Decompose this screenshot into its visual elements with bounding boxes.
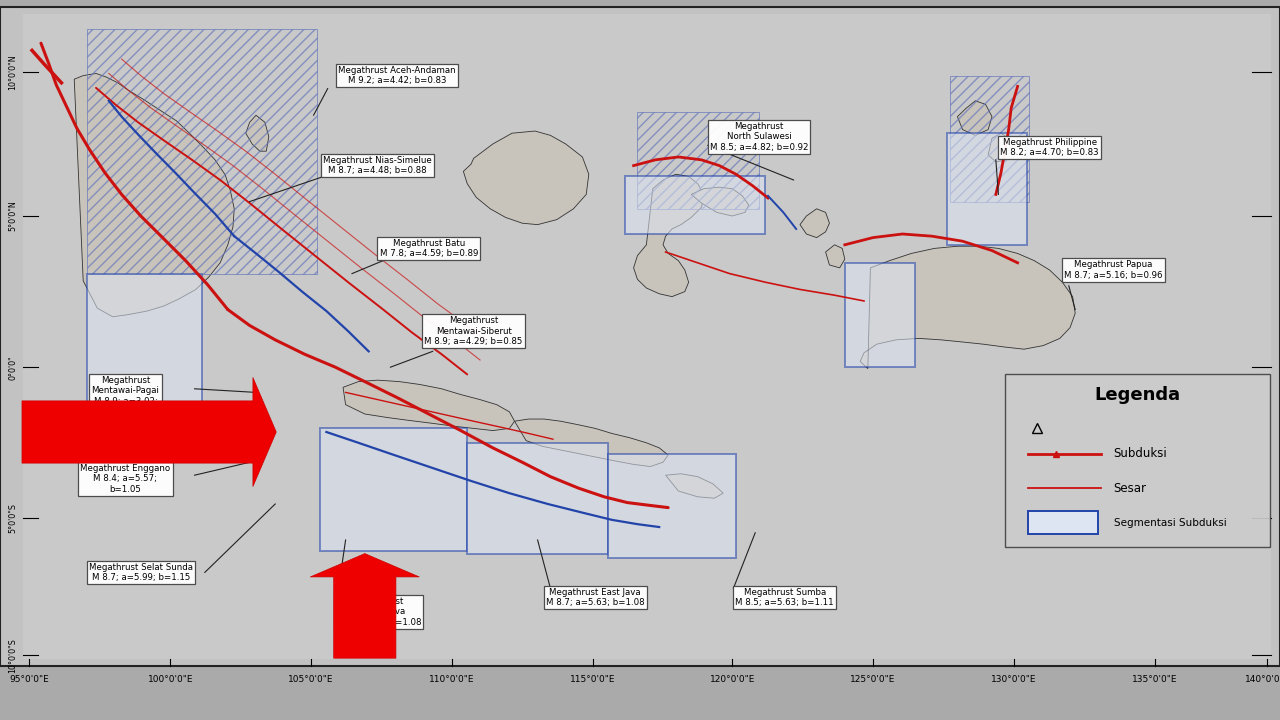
Text: 120°0'0"E: 120°0'0"E <box>709 675 755 684</box>
Text: 110°0'0"E: 110°0'0"E <box>429 675 475 684</box>
Polygon shape <box>666 474 723 498</box>
Text: Megathrust Batu
M 7.8; a=4.59; b=0.89: Megathrust Batu M 7.8; a=4.59; b=0.89 <box>380 239 477 258</box>
Text: 5°0'0"S: 5°0'0"S <box>8 503 18 534</box>
Text: Sesar: Sesar <box>1114 482 1147 495</box>
Bar <box>608 454 736 558</box>
Bar <box>23 14 1271 659</box>
Text: Megathrust
North Sulawesi
M 8.5; a=4.82; b=0.92: Megathrust North Sulawesi M 8.5; a=4.82;… <box>710 122 808 152</box>
Polygon shape <box>634 174 704 297</box>
Text: Megathrust Sumba
M 8.5; a=5.63; b=1.11: Megathrust Sumba M 8.5; a=5.63; b=1.11 <box>735 588 835 607</box>
Polygon shape <box>826 245 845 268</box>
Text: Megathrust Aceh-Andaman
M 9.2; a=4.42; b=0.83: Megathrust Aceh-Andaman M 9.2; a=4.42; b… <box>338 66 456 85</box>
Polygon shape <box>515 419 668 467</box>
Text: Megathrust
Central Java
M...a=5.55; b=1.08: Megathrust Central Java M...a=5.55; b=1.… <box>337 597 421 627</box>
Text: Megathrust
Mentawai-Siberut
M 8.9; a=4.29; b=0.85: Megathrust Mentawai-Siberut M 8.9; a=4.2… <box>425 316 522 346</box>
Text: 115°0'0"E: 115°0'0"E <box>570 675 616 684</box>
Text: Megathrust Philippine
M 8.2; a=4.70; b=0.83: Megathrust Philippine M 8.2; a=4.70; b=0… <box>1000 138 1100 157</box>
Text: Megathrust Papua
M 8.7; a=5.16; b=0.96: Megathrust Papua M 8.7; a=5.16; b=0.96 <box>1065 261 1162 279</box>
Text: Megathrust
Mentawai-Pagai
M 8.9; a=3.02;
b=0.63: Megathrust Mentawai-Pagai M 8.9; a=3.02;… <box>91 376 160 416</box>
Text: Segmentasi Subduksi: Segmentasi Subduksi <box>1114 518 1226 528</box>
Text: Megathrust Selat Sunda
M 8.7; a=5.99; b=1.15: Megathrust Selat Sunda M 8.7; a=5.99; b=… <box>88 563 193 582</box>
Text: 10°0'0"N: 10°0'0"N <box>8 54 18 90</box>
Text: 125°0'0"E: 125°0'0"E <box>850 675 896 684</box>
Text: 0°0'0": 0°0'0" <box>8 355 18 379</box>
Text: 105°0'0"E: 105°0'0"E <box>288 675 334 684</box>
Text: Megathrust Enggano
M 8.4; a=5.57;
b=1.05: Megathrust Enggano M 8.4; a=5.57; b=1.05 <box>81 464 170 494</box>
Bar <box>320 428 467 551</box>
Text: 10°0'0"S: 10°0'0"S <box>8 638 18 672</box>
Bar <box>1028 511 1098 534</box>
Bar <box>637 112 759 209</box>
Polygon shape <box>343 380 515 431</box>
Bar <box>950 76 1029 202</box>
Text: 100°0'0"E: 100°0'0"E <box>147 675 193 684</box>
Bar <box>947 133 1027 245</box>
Text: 140°0'0"E: 140°0'0"E <box>1244 675 1280 684</box>
Bar <box>467 443 608 554</box>
Polygon shape <box>691 187 749 216</box>
Polygon shape <box>957 101 992 135</box>
Text: 135°0'0"E: 135°0'0"E <box>1132 675 1178 684</box>
Text: Legenda: Legenda <box>1094 386 1180 403</box>
Bar <box>87 29 317 274</box>
Bar <box>1005 374 1270 547</box>
Bar <box>625 176 765 234</box>
Polygon shape <box>246 115 269 151</box>
Text: Subduksi: Subduksi <box>1114 447 1167 460</box>
Polygon shape <box>860 246 1075 369</box>
Text: 95°0'0"E: 95°0'0"E <box>9 675 50 684</box>
Bar <box>845 263 915 367</box>
Text: Megathrust Nias-Simelue
M 8.7; a=4.48; b=0.88: Megathrust Nias-Simelue M 8.7; a=4.48; b… <box>324 156 431 175</box>
Polygon shape <box>800 209 829 238</box>
Text: 5°0'0"N: 5°0'0"N <box>8 201 18 231</box>
Text: Megathrust East Java
M 8.7; a=5.63; b=1.08: Megathrust East Java M 8.7; a=5.63; b=1.… <box>545 588 645 607</box>
Bar <box>87 274 202 418</box>
Polygon shape <box>988 133 1011 162</box>
Text: 130°0'0"E: 130°0'0"E <box>991 675 1037 684</box>
Polygon shape <box>463 131 589 225</box>
Polygon shape <box>74 73 234 317</box>
